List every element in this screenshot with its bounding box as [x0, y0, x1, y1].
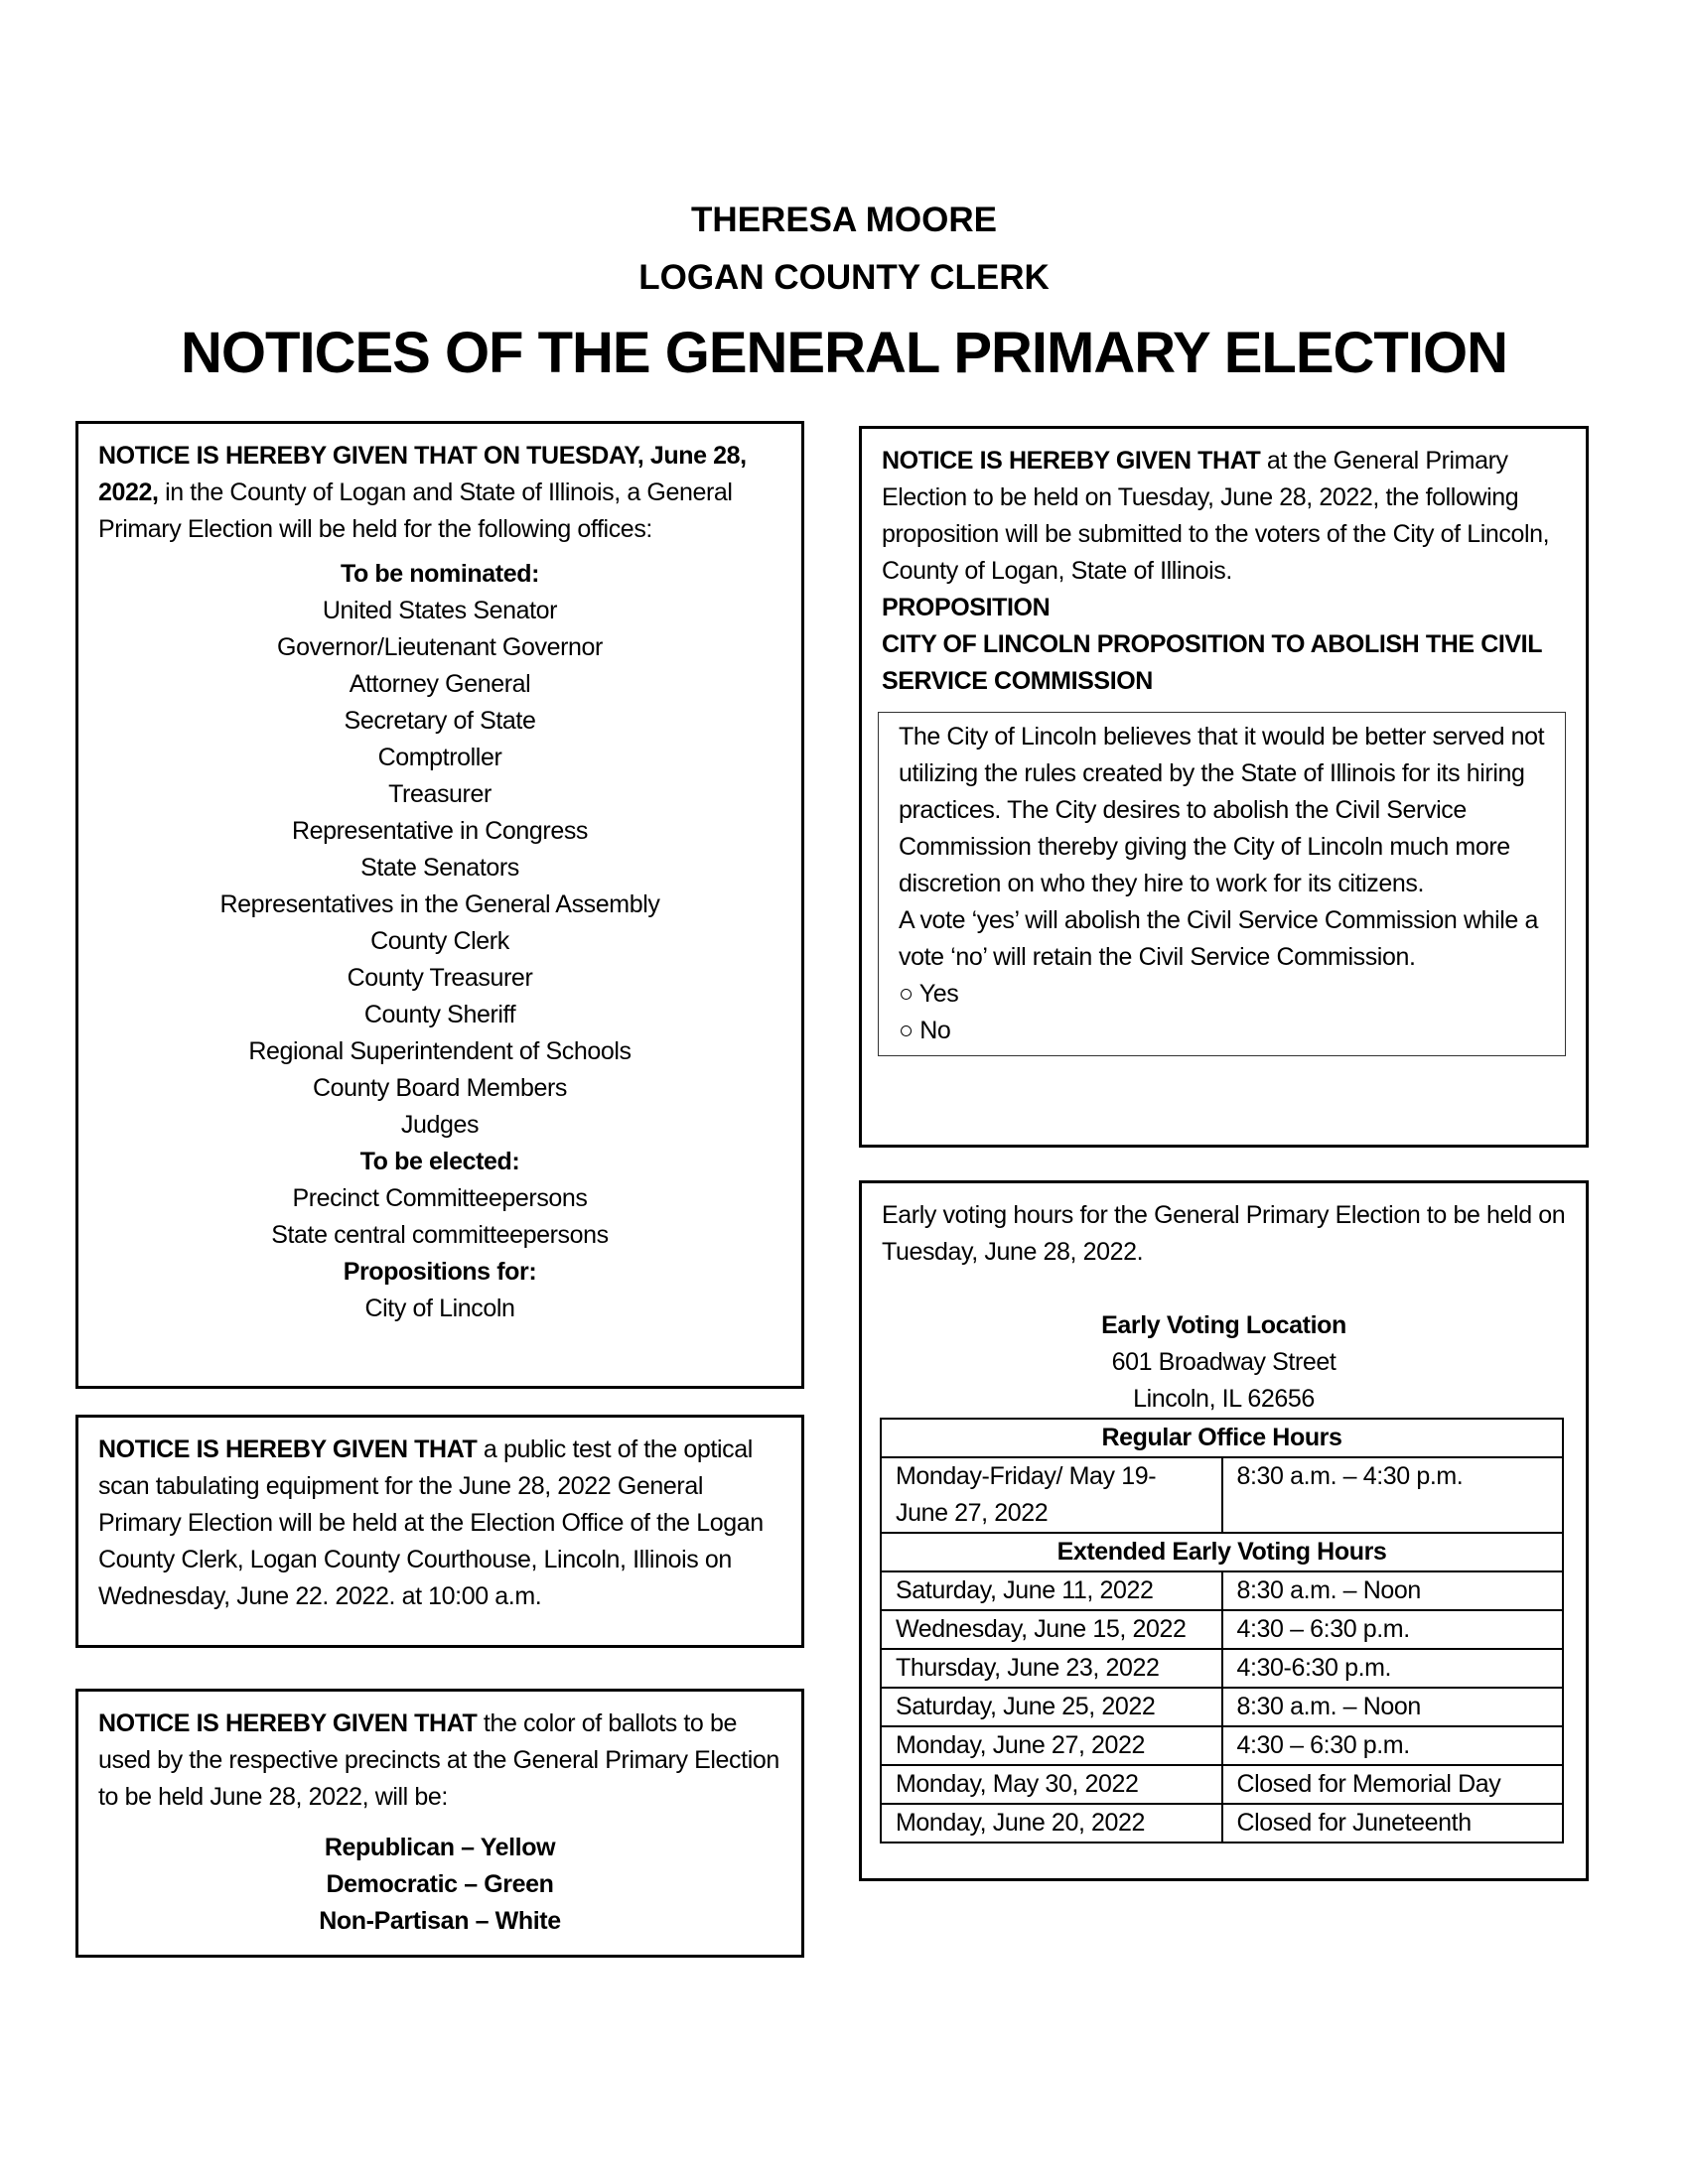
list-item: Representatives in the General Assembly [219, 890, 660, 918]
proposition-notice: NOTICE IS HEREBY GIVEN THAT at the Gener… [859, 426, 1589, 1148]
proposition-body: The City of Lincoln believes that it wou… [899, 723, 1545, 897]
hours-cell: 4:30-6:30 p.m. [1220, 1648, 1564, 1689]
nominated-heading: To be nominated: [340, 560, 540, 588]
list-item: County Sheriff [363, 1001, 516, 1028]
early-voting-intro: Early voting hours for the General Prima… [882, 1201, 1566, 1266]
hours-cell: 8:30 a.m. – 4:30 p.m. [1220, 1456, 1564, 1534]
list-item: Representative in Congress [291, 817, 589, 845]
list-item: Republican – Yellow [324, 1834, 556, 1861]
days-cell: Saturday, June 11, 2022 [880, 1570, 1223, 1611]
list-item: County Clerk [370, 927, 509, 955]
list-item: City of Lincoln [364, 1295, 515, 1322]
table-row: Wednesday, June 15, 2022 4:30 – 6:30 p.m. [880, 1609, 1564, 1650]
test-notice: NOTICE IS HEREBY GIVEN THAT a public tes… [75, 1415, 804, 1648]
list-item: Governor/Lieutenant Governor [277, 633, 603, 661]
propositions-list: City of Lincoln [98, 1291, 781, 1327]
list-item: State Senators [360, 854, 519, 882]
list-item: Judges [400, 1111, 480, 1139]
early-voting-notice: Early voting hours for the General Prima… [859, 1180, 1589, 1881]
list-item: Secretary of State [344, 707, 536, 735]
table-row: Thursday, June 23, 2022 4:30-6:30 p.m. [880, 1648, 1564, 1689]
table-row: Saturday, June 11, 2022 8:30 a.m. – Noon [880, 1570, 1564, 1611]
list-item: Attorney General [349, 670, 531, 698]
extended-hours-heading: Extended Early Voting Hours [880, 1532, 1564, 1572]
list-item: County Treasurer [347, 964, 533, 992]
list-item: Democratic – Green [326, 1870, 554, 1898]
table-row: Monday, June 27, 2022 4:30 – 6:30 p.m. [880, 1725, 1564, 1766]
address-line: 601 Broadway Street [1111, 1348, 1336, 1376]
option-yes[interactable]: ○ Yes [899, 980, 959, 1008]
ballot-colors: Republican – Yellow Democratic – Green Non… [98, 1830, 781, 1940]
elected-list: Precinct Committeepersons State central c… [98, 1180, 781, 1254]
page-title: NOTICES OF THE GENERAL PRIMARY ELECTION [181, 321, 1508, 385]
list-item: Precinct Committeepersons [292, 1184, 588, 1212]
notice-text: the color of ballots to be used by the r… [98, 1709, 779, 1811]
hours-cell: 4:30 – 6:30 p.m. [1220, 1609, 1564, 1650]
list-item: Regional Superintendent of Schools [248, 1037, 632, 1065]
option-label: No [919, 1017, 951, 1044]
notice-lead: NOTICE IS HEREBY GIVEN THAT [882, 447, 1261, 475]
list-item: Treasurer [388, 780, 492, 808]
vote-explanation: A vote ‘yes’ will abolish the Civil Serv… [899, 906, 1538, 971]
table-row: Saturday, June 25, 2022 8:30 a.m. – Noon [880, 1687, 1564, 1727]
hours-cell: 8:30 a.m. – Noon [1220, 1570, 1564, 1611]
notice-lead: NOTICE IS HEREBY GIVEN THAT [98, 1709, 478, 1737]
clerk-name: THERESA MOORE [691, 201, 997, 239]
clerk-office: LOGAN COUNTY CLERK [638, 258, 1050, 297]
offices-notice: NOTICE IS HEREBY GIVEN THAT ON TUESDAY, … [75, 421, 804, 1389]
list-item: United States Senator [322, 597, 558, 624]
nominated-list: United States Senator Governor/Lieutenant… [98, 593, 781, 1144]
address-line: Lincoln, IL 62656 [1133, 1385, 1315, 1413]
days-cell: Monday, May 30, 2022 [880, 1764, 1223, 1805]
days-cell: Wednesday, June 15, 2022 [880, 1609, 1223, 1650]
option-label: Yes [918, 980, 959, 1008]
hours-cell: Closed for Juneteenth [1220, 1803, 1564, 1843]
proposition-label: PROPOSITION [882, 594, 1051, 621]
list-item: County Board Members [312, 1074, 567, 1102]
days-cell: Monday, June 27, 2022 [880, 1725, 1223, 1766]
location-heading: Early Voting Location [1101, 1311, 1346, 1339]
list-item: Comptroller [377, 744, 502, 771]
hours-cell: 4:30 – 6:30 p.m. [1220, 1725, 1564, 1766]
days-cell: Monday, June 20, 2022 [880, 1803, 1223, 1843]
table-row: Monday, May 30, 2022 Closed for Memorial … [880, 1764, 1564, 1805]
list-item: Non-Partisan – White [319, 1907, 561, 1935]
hours-table: Regular Office Hours Monday-Friday/ May … [880, 1418, 1564, 1843]
notice-lead: NOTICE IS HEREBY GIVEN THAT [98, 1435, 478, 1463]
ballot-notice: NOTICE IS HEREBY GIVEN THAT the color of… [75, 1689, 804, 1958]
proposition-title: CITY OF LINCOLN PROPOSITION TO ABOLISH T… [882, 630, 1542, 695]
table-row: Monday, June 20, 2022 Closed for Juneteen… [880, 1803, 1564, 1843]
days-cell: Saturday, June 25, 2022 [880, 1687, 1223, 1727]
proposition-ballot: The City of Lincoln believes that it wou… [878, 712, 1566, 1056]
table-row: Monday-Friday/ May 19-June 27, 2022 8:30 … [880, 1456, 1564, 1534]
notice-lead: NOTICE IS HEREBY GIVEN THAT ON TUESDAY, … [98, 442, 747, 506]
notice-text: in the County of Logan and State of Illi… [98, 478, 733, 543]
hours-cell: Closed for Memorial Day [1220, 1764, 1564, 1805]
propositions-heading: Propositions for: [343, 1258, 537, 1286]
days-cell: Monday-Friday/ May 19-June 27, 2022 [880, 1456, 1223, 1534]
option-no[interactable]: ○ No [899, 1017, 951, 1044]
notice-text: a public test of the optical scan tabula… [98, 1435, 764, 1610]
hours-cell: 8:30 a.m. – Noon [1220, 1687, 1564, 1727]
days-cell: Thursday, June 23, 2022 [880, 1648, 1223, 1689]
list-item: State central committeepersons [271, 1221, 609, 1249]
elected-heading: To be elected: [359, 1148, 520, 1175]
regular-hours-heading: Regular Office Hours [880, 1418, 1564, 1458]
notice-text: at the General Primary Election to be he… [882, 447, 1550, 585]
